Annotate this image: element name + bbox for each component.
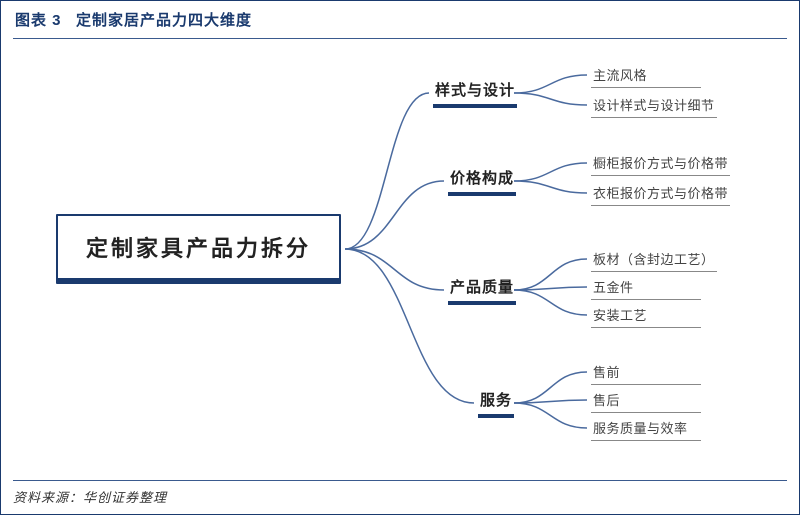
root-label: 定制家具产品力拆分 [86, 231, 311, 263]
leaf-node: 板材（含封边工艺） [591, 248, 717, 272]
leaf-node: 五金件 [591, 276, 701, 300]
root-node: 定制家具产品力拆分 [56, 214, 341, 284]
branch-node: 服务 [478, 389, 514, 418]
branch-node: 样式与设计 [433, 79, 517, 108]
leaf-node: 橱柜报价方式与价格带 [591, 152, 730, 176]
chart-header: 图表 3 定制家居产品力四大维度 [1, 1, 799, 36]
leaf-node: 衣柜报价方式与价格带 [591, 182, 730, 206]
leaf-node: 售前 [591, 361, 701, 385]
leaf-node: 服务质量与效率 [591, 417, 701, 441]
source-text: 资料来源：华创证券整理 [13, 487, 787, 506]
leaf-node: 主流风格 [591, 64, 701, 88]
branch-node: 价格构成 [448, 167, 516, 196]
leaf-node: 安装工艺 [591, 304, 701, 328]
branch-node: 产品质量 [448, 276, 516, 305]
leaf-node: 设计样式与设计细节 [591, 94, 717, 118]
chart-title: 定制家居产品力四大维度 [76, 12, 252, 29]
footer-divider [13, 480, 787, 481]
chart-number: 图表 3 [15, 12, 62, 29]
tree-diagram: 定制家具产品力拆分 样式与设计 主流风格设计样式与设计细节价格构成 橱柜报价方式与价格… [1, 39, 799, 469]
chart-footer: 资料来源：华创证券整理 [13, 480, 787, 506]
leaf-node: 售后 [591, 389, 701, 413]
